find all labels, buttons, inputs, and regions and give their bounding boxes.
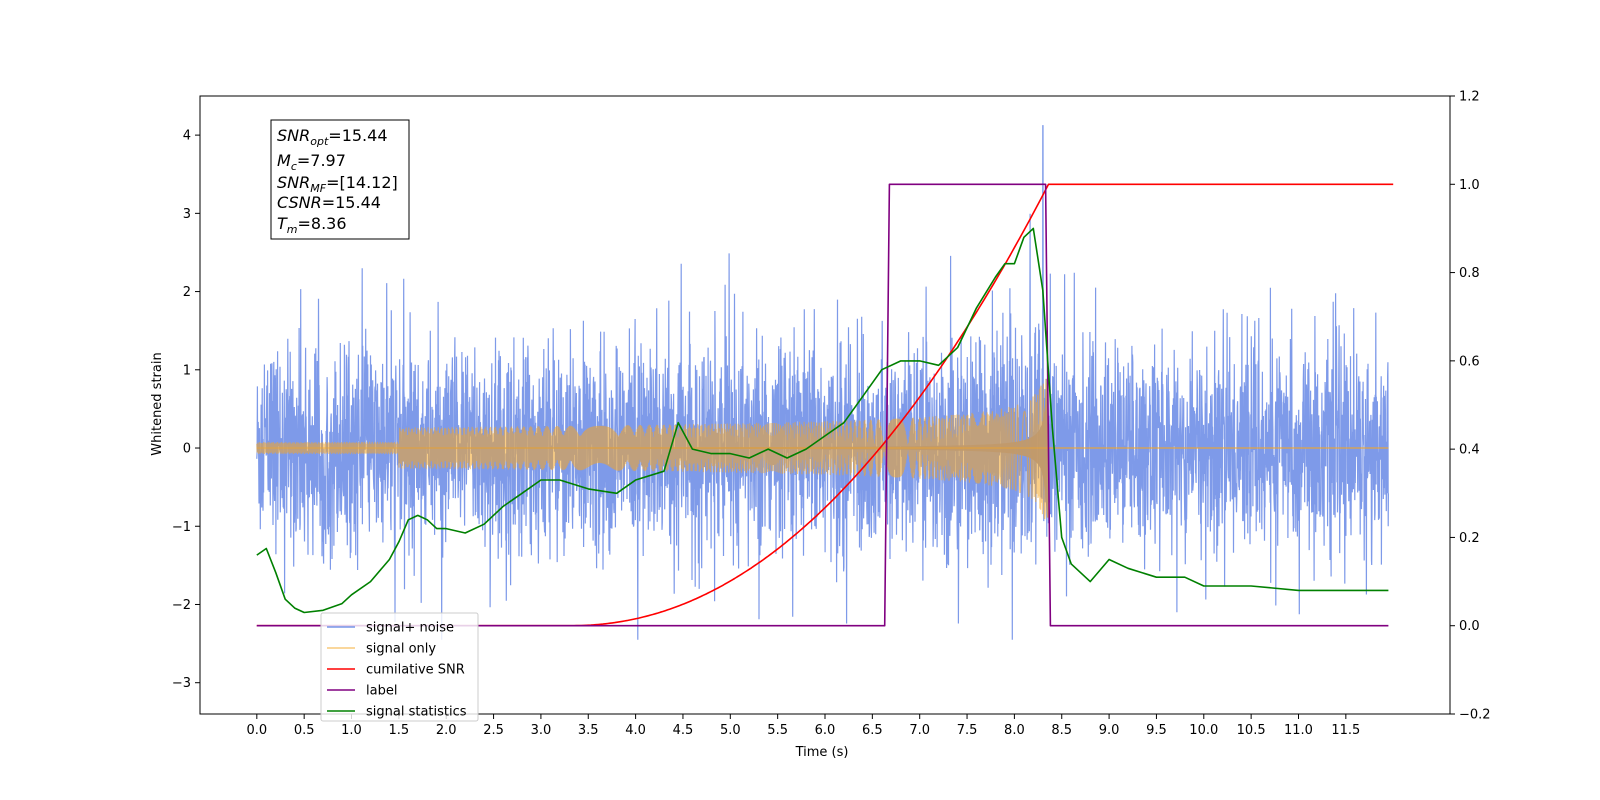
- x-tick-label: 6.5: [862, 723, 883, 738]
- x-tick-label: 8.0: [1004, 723, 1025, 738]
- x-tick-label: 3.0: [531, 723, 552, 738]
- legend-label: cumilative SNR: [366, 663, 465, 678]
- x-tick-label: 7.0: [909, 723, 930, 738]
- annotation-snr-opt: SNRopt=15.44: [277, 126, 388, 148]
- series-signal-statistics: [256, 227, 1389, 614]
- y2-tick-label: 1.0: [1459, 178, 1480, 193]
- y-axis-right: −0.2 0.0 0.2 0.4 0.6 0.8 1.0 1.2: [1450, 90, 1491, 723]
- plot-area: [256, 125, 1394, 640]
- annotation-csnr: CSNR=15.44: [277, 193, 381, 212]
- x-tick-label: 9.0: [1099, 723, 1120, 738]
- y2-tick-label: 0.2: [1459, 531, 1480, 546]
- legend-label: signal statistics: [366, 705, 467, 720]
- legend-label: label: [366, 684, 397, 699]
- x-tick-label: 1.0: [341, 723, 362, 738]
- x-axis: 0.0 0.5 1.0 1.5 2.0 2.5 3.0 3.5 4.0 4.5 5.0 5.5 6.0 6…: [246, 714, 1360, 738]
- legend: signal+ noise signal only cumilative SNR la…: [320, 612, 479, 722]
- x-tick-label: 10.0: [1189, 723, 1218, 738]
- y-tick-label: 4: [183, 129, 191, 144]
- x-tick-label: 11.0: [1284, 723, 1313, 738]
- y2-tick-label: −0.2: [1459, 708, 1491, 723]
- x-tick-label: 7.5: [957, 723, 978, 738]
- y2-tick-label: 0.8: [1459, 266, 1480, 281]
- legend-label: signal only: [366, 642, 436, 657]
- annotation-mc: Mc=7.97: [277, 151, 346, 173]
- y-axis-left: −3 −2 −1 0 1 2 3 4: [172, 129, 200, 691]
- x-tick-label: 4.0: [625, 723, 646, 738]
- x-tick-label: 2.0: [436, 723, 457, 738]
- x-tick-label: 10.5: [1237, 723, 1266, 738]
- y2-tick-label: 0.4: [1459, 443, 1480, 458]
- series-label: [256, 183, 1389, 627]
- y2-tick-label: 0.0: [1459, 619, 1480, 634]
- y-tick-label: −3: [172, 676, 191, 691]
- y-tick-label: 3: [183, 207, 191, 222]
- x-tick-label: 6.0: [815, 723, 836, 738]
- x-tick-label: 2.5: [483, 723, 504, 738]
- annotation-tm: Tm=8.36: [277, 214, 347, 236]
- y-tick-label: 1: [183, 363, 191, 378]
- legend-frame: [320, 612, 479, 722]
- y-tick-label: 2: [183, 285, 191, 300]
- series-signal-noise: [256, 125, 1389, 640]
- x-tick-label: 0.0: [246, 723, 267, 738]
- x-tick-label: 5.0: [720, 723, 741, 738]
- annotation-snr-mf: SNRMF=[14.12]: [277, 173, 398, 195]
- x-tick-label: 9.5: [1146, 723, 1167, 738]
- y-tick-label: −2: [172, 598, 191, 613]
- x-axis-label: Time (s): [795, 745, 849, 760]
- x-tick-label: 8.5: [1051, 723, 1072, 738]
- x-tick-label: 4.5: [673, 723, 694, 738]
- y-tick-label: 0: [183, 442, 191, 457]
- annotation-frame: [270, 119, 410, 240]
- y2-tick-label: 1.2: [1459, 90, 1480, 105]
- x-tick-label: 3.5: [578, 723, 599, 738]
- x-tick-label: 5.5: [767, 723, 788, 738]
- y-tick-label: −1: [172, 520, 191, 535]
- x-tick-label: 11.5: [1331, 723, 1360, 738]
- annotation-box: SNRopt=15.44 Mc=7.97 SNRMF=[14.12] CSNR=…: [270, 119, 410, 240]
- y2-tick-label: 0.6: [1459, 354, 1480, 369]
- legend-label: signal+ noise: [366, 621, 454, 636]
- x-tick-label: 1.5: [389, 723, 410, 738]
- x-tick-label: 0.5: [294, 723, 315, 738]
- y-axis-label: Whitened strain: [150, 352, 165, 455]
